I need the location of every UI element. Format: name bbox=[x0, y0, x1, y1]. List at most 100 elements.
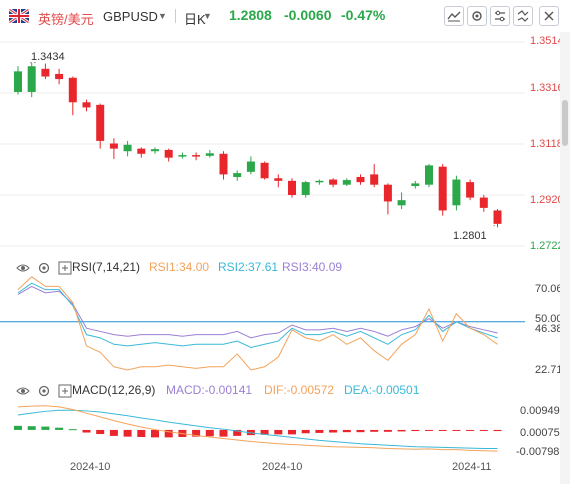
candle-body bbox=[493, 210, 502, 224]
dea-line bbox=[17, 409, 498, 450]
macd-bar bbox=[274, 429, 283, 435]
candle-body bbox=[178, 155, 187, 157]
macd-bar bbox=[55, 427, 64, 430]
header-bar: 英镑/美元 GBPUSD ▼ 日K ▼ 1.2808 -0.0060 -0.47… bbox=[0, 0, 570, 32]
rsi2-line bbox=[17, 282, 498, 349]
x-axis-date-label: 2024-10 bbox=[262, 461, 303, 473]
chevron-down-icon[interactable]: ▼ bbox=[203, 11, 212, 21]
candle-body bbox=[192, 155, 201, 157]
pair-name[interactable]: 英镑/美元 bbox=[38, 12, 94, 27]
rsi-chart[interactable] bbox=[0, 276, 525, 374]
candle-body bbox=[452, 179, 461, 206]
macd-bar bbox=[260, 429, 269, 435]
candle-body bbox=[274, 178, 283, 181]
gear-icon[interactable] bbox=[37, 384, 51, 398]
candle-body bbox=[137, 148, 146, 154]
macd-title: MACD(12,26,9) bbox=[72, 383, 156, 397]
macd-bar bbox=[315, 429, 324, 433]
eye-icon[interactable] bbox=[16, 384, 30, 398]
price-change-percent: -0.47% bbox=[341, 7, 386, 23]
candle-body bbox=[55, 73, 64, 80]
close-button[interactable] bbox=[539, 6, 559, 26]
gear-icon bbox=[472, 11, 482, 21]
candle-body bbox=[246, 161, 255, 172]
macd-bar bbox=[219, 429, 228, 437]
y-tick-label: 1.3514 bbox=[530, 35, 564, 47]
candle-body bbox=[151, 149, 159, 152]
candle-body bbox=[301, 182, 310, 195]
scrollbar-track[interactable] bbox=[560, 32, 570, 484]
pair-code[interactable]: GBPUSD bbox=[103, 9, 158, 24]
macd-bar bbox=[137, 429, 146, 438]
dea-value: DEA:-0.00501 bbox=[344, 383, 420, 397]
candle-body bbox=[123, 144, 132, 152]
candle-body bbox=[411, 183, 420, 186]
macd-bar bbox=[14, 425, 22, 430]
macd-bar bbox=[466, 429, 475, 431]
macd-value: MACD:-0.00141 bbox=[166, 383, 253, 397]
macd-tick-label: -0.00798 bbox=[516, 446, 560, 458]
macd-bar bbox=[438, 429, 447, 431]
candle-body bbox=[205, 153, 214, 156]
rsi-tick-label: 22.71 bbox=[535, 364, 563, 376]
candle-body bbox=[27, 66, 36, 92]
macd-bar bbox=[164, 429, 173, 438]
macd-bar bbox=[370, 429, 379, 432]
eye-icon[interactable] bbox=[16, 261, 30, 275]
gear-icon[interactable] bbox=[37, 261, 51, 275]
macd-bar bbox=[383, 429, 392, 432]
period-selector[interactable]: 日K bbox=[184, 12, 206, 27]
macd-bar bbox=[425, 429, 433, 431]
macd-bar bbox=[329, 429, 338, 433]
rsi1-value: RSI1:34.00 bbox=[149, 260, 210, 274]
macd-bar bbox=[233, 429, 242, 436]
macd-bar bbox=[411, 429, 420, 432]
sliders-icon bbox=[495, 10, 505, 22]
macd-bar bbox=[205, 429, 214, 437]
x-axis-date-label: 2024-10 bbox=[70, 461, 111, 473]
macd-bar bbox=[27, 426, 36, 430]
macd-bar bbox=[342, 429, 351, 433]
close-icon bbox=[544, 11, 554, 21]
macd-bar bbox=[68, 429, 77, 431]
candle-body bbox=[356, 176, 365, 183]
price-change: -0.0060 bbox=[284, 7, 332, 23]
macd-bar bbox=[123, 429, 132, 437]
x-axis-date-label: 2024-11 bbox=[452, 461, 492, 473]
chevron-down-icon[interactable]: ▼ bbox=[158, 11, 167, 21]
divider bbox=[175, 9, 176, 23]
macd-tick-label: 0.00949 bbox=[520, 405, 560, 417]
macd-bar bbox=[151, 429, 159, 438]
rsi3-value: RSI3:40.09 bbox=[282, 260, 343, 274]
scrollbar-thumb[interactable] bbox=[562, 100, 568, 146]
macd-bar bbox=[96, 429, 105, 435]
adjust-button[interactable] bbox=[490, 6, 510, 26]
candle-body bbox=[260, 162, 269, 179]
low-price-label: 1.2801 bbox=[453, 230, 487, 242]
candlestick-chart[interactable] bbox=[0, 32, 525, 254]
line-chart-button[interactable] bbox=[444, 6, 464, 26]
macd-bar bbox=[288, 429, 296, 435]
rsi-tick-label: 70.06 bbox=[535, 283, 563, 295]
macd-bar bbox=[493, 429, 502, 432]
candle-body bbox=[397, 200, 406, 206]
rsi-tick-label: 46.38 bbox=[535, 323, 563, 335]
expand-icon[interactable] bbox=[58, 261, 72, 275]
candle-body bbox=[329, 179, 338, 185]
high-price-label: 1.3434 bbox=[31, 51, 65, 63]
candle-body bbox=[342, 180, 351, 185]
y-tick-label: 1.3316 bbox=[530, 82, 564, 94]
rsi-legend: RSI(7,14,21) RSI1:34.00 RSI2:37.61 RSI3:… bbox=[0, 260, 520, 276]
compare-button[interactable] bbox=[513, 6, 533, 26]
macd-bar bbox=[397, 429, 406, 432]
macd-bar bbox=[452, 429, 461, 431]
y-tick-label: 1.2722 bbox=[530, 240, 564, 252]
candle-body bbox=[370, 174, 379, 185]
dif-line bbox=[17, 405, 498, 452]
expand-icon[interactable] bbox=[58, 384, 72, 398]
candle-body bbox=[425, 165, 433, 185]
macd-chart[interactable] bbox=[0, 400, 525, 458]
settings-button[interactable] bbox=[467, 6, 487, 26]
macd-bar bbox=[192, 429, 201, 437]
candle-body bbox=[233, 173, 242, 177]
